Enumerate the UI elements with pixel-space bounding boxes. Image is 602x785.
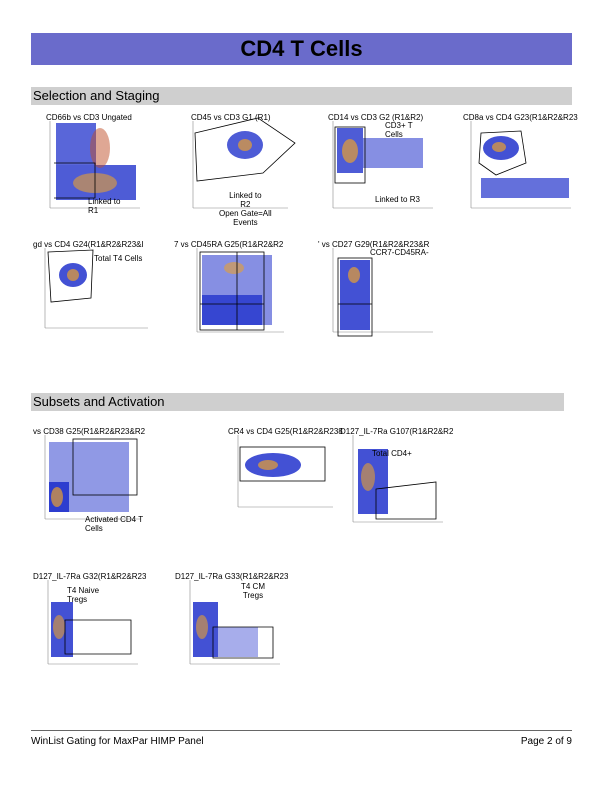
plot-note: CD3+ T Cells: [385, 121, 413, 139]
page-title-bar: CD4 T Cells: [31, 33, 572, 65]
plot-title: vs CD38 G25(R1&R2&R23&R2: [33, 427, 146, 436]
dot-plot: [332, 248, 433, 337]
plot-cd27: ' vs CD27 G29(R1&R2&R23&R CCR7-CD45RA-: [318, 240, 443, 345]
plot-title: D127_IL-7Ra G32(R1&R2&R23: [33, 572, 147, 581]
plot-title: D127_IL-7Ra G107(R1&R2&R2: [340, 427, 454, 436]
plot-note: Activated CD4 T Cells: [85, 515, 144, 533]
dot-plot: [189, 580, 280, 665]
plot-note: Linked to R2 Open Gate=All Events: [219, 191, 272, 227]
footer-page-number: Page 2 of 9: [520, 736, 572, 747]
plot-cd38: vs CD38 G25(R1&R2&R23&R2 Activated CD4 T…: [33, 427, 148, 537]
plot-title: D127_IL-7Ra G33(R1&R2&R23: [175, 572, 289, 581]
dot-plot: [49, 121, 140, 209]
dot-plot: [332, 121, 433, 209]
plot-cd127-cm-tregs: D127_IL-7Ra G33(R1&R2&R23 T4 CM Tregs: [175, 572, 290, 682]
plot-cd45ra: 7 vs CD45RA G25(R1&R2&R2: [172, 240, 292, 345]
plot-cd127-total-cd4: D127_IL-7Ra G107(R1&R2&R2 Total CD4+: [338, 427, 453, 537]
dot-plot: [237, 435, 333, 508]
plot-cd127-naive-tregs: D127_IL-7Ra G32(R1&R2&R23 T4 Naive Tregs: [33, 572, 147, 682]
footer-divider: [31, 730, 572, 731]
section-header-selection: Selection and Staging: [31, 87, 572, 105]
plot-title: ' vs CD27 G29(R1&R2&R23&R: [318, 240, 430, 249]
plot-title: 7 vs CD45RA G25(R1&R2&R2: [174, 240, 284, 249]
plot-note-linked: Linked to R3: [375, 195, 420, 204]
plot-note: T4 Naive Tregs: [67, 586, 100, 604]
section-header-subsets: Subsets and Activation: [31, 393, 564, 411]
dot-plot: [470, 121, 571, 209]
page-title: CD4 T Cells: [240, 36, 363, 61]
dot-plot: [47, 580, 138, 665]
plot-title: CD14 vs CD3 G2 (R1&R2): [328, 113, 424, 122]
plot-note: CCR7-CD45RA-: [370, 248, 429, 257]
plot-ccr4-vs-cd4: CR4 vs CD4 G25(R1&R2&R238: [228, 427, 343, 537]
plot-note: Linked to R1: [88, 197, 121, 215]
plot-note: Total T4 Cells: [94, 254, 143, 263]
dot-plot: [352, 435, 443, 523]
plot-title: CD66b vs CD3 Ungated: [46, 113, 132, 122]
plot-title: CR4 vs CD4 G25(R1&R2&R238: [228, 427, 343, 436]
dot-plot: [44, 248, 148, 329]
plot-note: T4 CM Tregs: [241, 582, 265, 600]
dot-plot: [192, 117, 296, 209]
plot-title: CD8a vs CD4 G23(R1&R2&R23: [463, 113, 578, 122]
plot-cd66b-vs-cd3: CD66b vs CD3 Ungated Linked to R1: [40, 113, 152, 223]
plot-gd-vs-cd4: gd vs CD4 G24(R1&R2&R23&I Total T4 Cells: [33, 240, 158, 345]
footer-left: WinList Gating for MaxPar HIMP Panel: [31, 736, 204, 747]
dot-plot: [196, 248, 284, 333]
dot-plot: [44, 435, 141, 520]
plot-cd14-vs-cd3: CD14 vs CD3 G2 (R1&R2) CD3+ T Cells Link…: [323, 113, 448, 223]
plot-note: Total CD4+: [372, 449, 412, 458]
plot-title: CD45 vs CD3 G1 (R1): [191, 113, 271, 122]
plot-cd8a-vs-cd4: CD8a vs CD4 G23(R1&R2&R23: [461, 113, 578, 223]
plot-cd45-vs-cd3: CD45 vs CD3 G1 (R1) Linked to R2 Open Ga…: [183, 113, 303, 227]
plot-title: gd vs CD4 G24(R1&R2&R23&I: [33, 240, 144, 249]
